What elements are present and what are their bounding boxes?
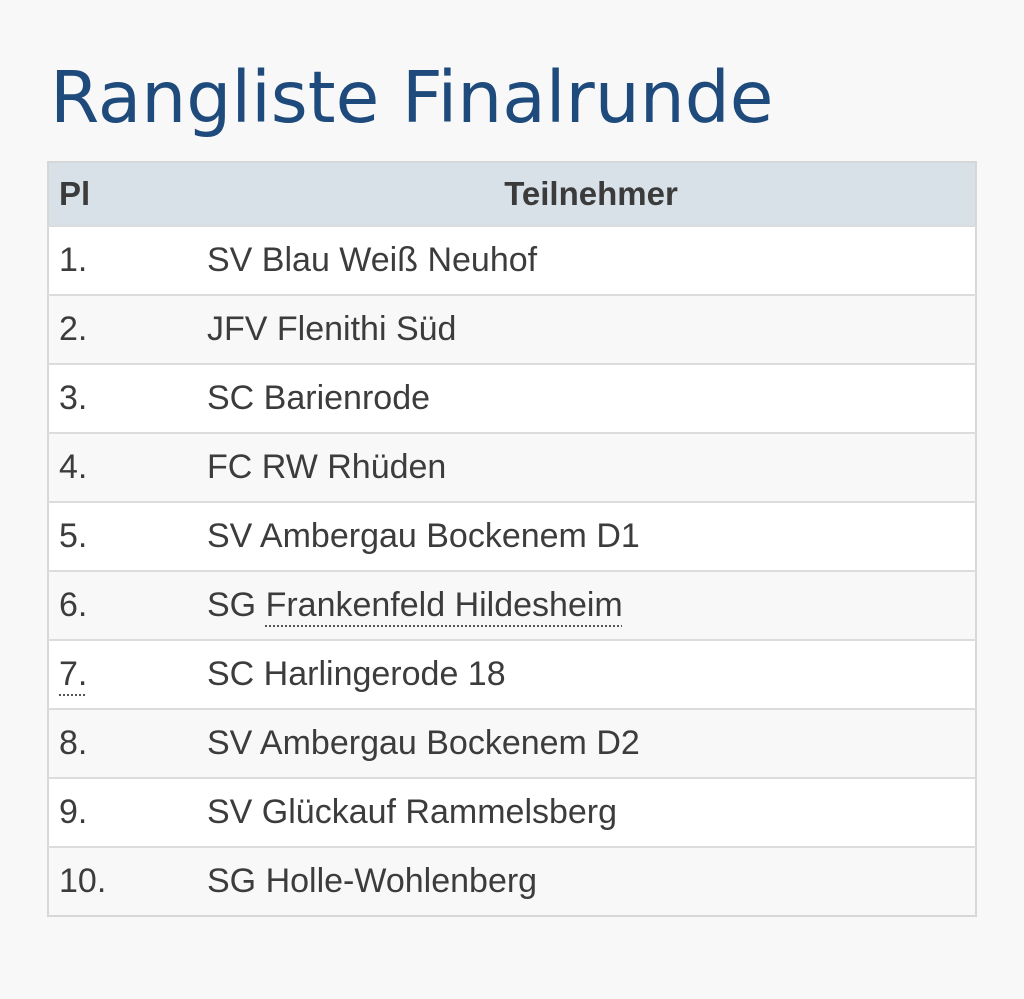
team-cell: JFV Flenithi Süd: [207, 310, 457, 348]
place-link[interactable]: 7.: [59, 655, 88, 693]
team-link[interactable]: Frankenfeld Hildesheim: [265, 586, 623, 624]
place-cell: 2.: [59, 310, 88, 348]
place-cell: 6.: [59, 586, 88, 624]
team-cell: SV Blau Weiß Neuhof: [207, 241, 538, 279]
place-cell: 3.: [59, 379, 88, 417]
table-row: 8. SV Ambergau Bockenem D2: [48, 709, 976, 778]
table-row: 2. JFV Flenithi Süd: [48, 295, 976, 364]
team-cell: SV Ambergau Bockenem D2: [207, 724, 640, 762]
place-cell: 1.: [59, 241, 88, 279]
place-cell: 10.: [59, 862, 107, 900]
table-row: 1. SV Blau Weiß Neuhof: [48, 226, 976, 295]
team-prefix: SG: [207, 586, 266, 624]
table-body: 1. SV Blau Weiß Neuhof 2. JFV Flenithi S…: [48, 226, 976, 916]
place-cell: 7.: [48, 640, 207, 709]
place-cell: 9.: [59, 793, 88, 831]
table-row: 5. SV Ambergau Bockenem D1: [48, 502, 976, 571]
team-cell: SV Glückauf Rammelsberg: [207, 793, 618, 831]
header-row: Pl Teilnehmer: [48, 162, 976, 226]
table-row: 6. SG Frankenfeld Hildesheim: [48, 571, 976, 640]
header-place: Pl: [59, 175, 91, 212]
team-cell: SG Holle-Wohlenberg: [207, 862, 538, 900]
team-cell: SC Barienrode: [207, 379, 431, 417]
team-cell: FC RW Rhüden: [207, 448, 447, 486]
place-cell: 4.: [59, 448, 88, 486]
header-team: Teilnehmer: [504, 175, 678, 212]
table-row: 7. SC Harlingerode 18: [48, 640, 976, 709]
team-cell: SG Frankenfeld Hildesheim: [207, 571, 976, 640]
table-row: 9. SV Glückauf Rammelsberg: [48, 778, 976, 847]
place-cell: 8.: [59, 724, 88, 762]
table-row: 4. FC RW Rhüden: [48, 433, 976, 502]
table-header: Pl Teilnehmer: [48, 162, 976, 226]
team-cell: SC Harlingerode 18: [207, 655, 506, 693]
ranking-table: Pl Teilnehmer 1. SV Blau Weiß Neuhof 2. …: [47, 161, 977, 917]
place-cell: 5.: [59, 517, 88, 555]
table-row: 10. SG Holle-Wohlenberg: [48, 847, 976, 916]
team-cell: SV Ambergau Bockenem D1: [207, 517, 640, 555]
page-title: Rangliste Finalrunde: [50, 56, 774, 139]
table-row: 3. SC Barienrode: [48, 364, 976, 433]
